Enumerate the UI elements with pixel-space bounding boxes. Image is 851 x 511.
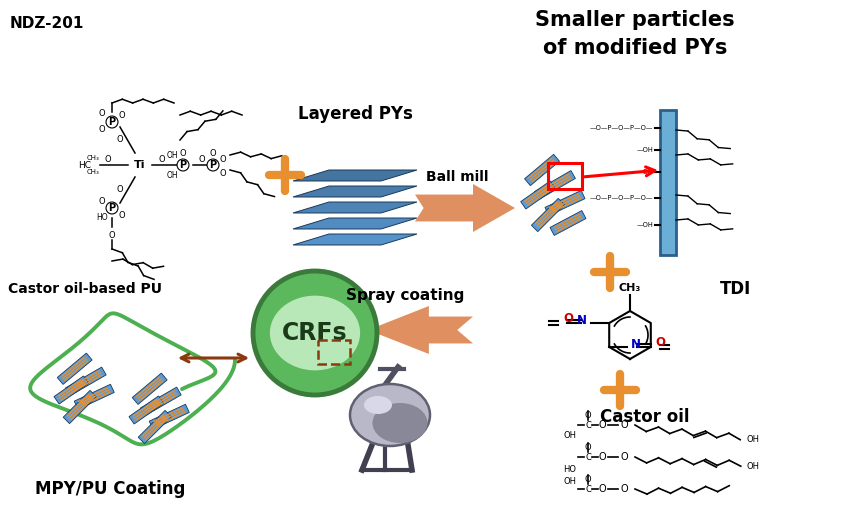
Text: OH: OH xyxy=(746,435,759,444)
Text: O: O xyxy=(117,135,123,145)
Text: Castor oil-based PU: Castor oil-based PU xyxy=(8,282,162,296)
Text: CH₃: CH₃ xyxy=(87,169,100,175)
Text: O: O xyxy=(118,110,125,120)
Text: C: C xyxy=(585,453,591,461)
Polygon shape xyxy=(132,373,167,404)
Polygon shape xyxy=(54,376,89,404)
Polygon shape xyxy=(550,211,586,236)
Polygon shape xyxy=(149,404,189,429)
Polygon shape xyxy=(524,154,559,185)
Polygon shape xyxy=(57,353,92,384)
Text: OH: OH xyxy=(166,171,178,179)
Text: N: N xyxy=(631,337,641,351)
Ellipse shape xyxy=(269,294,362,371)
Text: OH: OH xyxy=(166,151,178,159)
Text: C: C xyxy=(585,421,591,430)
Text: CRFs: CRFs xyxy=(283,321,348,345)
Text: O: O xyxy=(620,484,628,494)
Text: HO: HO xyxy=(563,464,576,474)
Polygon shape xyxy=(293,218,417,229)
Text: O: O xyxy=(198,155,205,165)
Polygon shape xyxy=(66,367,106,396)
Text: O: O xyxy=(585,444,591,453)
Bar xyxy=(660,110,676,255)
Polygon shape xyxy=(531,198,564,231)
Polygon shape xyxy=(293,186,417,197)
Polygon shape xyxy=(534,171,575,199)
Ellipse shape xyxy=(364,396,392,414)
Polygon shape xyxy=(521,181,556,209)
Text: —O—P—O—P—O—: —O—P—O—P—O— xyxy=(590,195,653,201)
Text: TDI: TDI xyxy=(720,280,751,298)
Text: NDZ-201: NDZ-201 xyxy=(10,16,84,31)
Text: Layered PYs: Layered PYs xyxy=(298,105,413,123)
Text: Spray coating: Spray coating xyxy=(346,288,464,303)
Text: of modified PYs: of modified PYs xyxy=(543,38,728,58)
Text: C: C xyxy=(585,484,591,494)
Text: O: O xyxy=(220,169,226,177)
Text: OH: OH xyxy=(563,476,576,485)
Polygon shape xyxy=(140,387,181,416)
Polygon shape xyxy=(293,170,417,181)
Polygon shape xyxy=(138,410,171,444)
Polygon shape xyxy=(74,384,114,409)
Text: P: P xyxy=(180,160,186,170)
Text: P: P xyxy=(108,203,116,213)
Text: O: O xyxy=(585,411,591,421)
Text: O: O xyxy=(655,336,665,349)
Polygon shape xyxy=(293,202,417,213)
Text: O: O xyxy=(118,211,125,220)
Text: O: O xyxy=(99,125,106,133)
Circle shape xyxy=(253,271,377,395)
Text: Castor oil: Castor oil xyxy=(600,408,690,426)
Text: HC: HC xyxy=(78,160,92,170)
Text: Ti: Ti xyxy=(134,160,146,170)
Text: O: O xyxy=(109,230,116,240)
Text: O: O xyxy=(563,312,574,324)
Text: CH₃: CH₃ xyxy=(619,283,641,293)
Text: —OH: —OH xyxy=(637,169,653,175)
Polygon shape xyxy=(415,184,515,232)
Bar xyxy=(548,163,582,189)
Text: O: O xyxy=(598,420,606,430)
Text: O: O xyxy=(620,420,628,430)
Text: O: O xyxy=(117,185,123,195)
Polygon shape xyxy=(63,390,96,424)
Text: O: O xyxy=(99,108,106,118)
Polygon shape xyxy=(129,396,163,424)
Polygon shape xyxy=(293,234,417,245)
Text: —OH: —OH xyxy=(637,222,653,228)
Text: P: P xyxy=(108,117,116,127)
Text: Smaller particles: Smaller particles xyxy=(535,10,734,30)
Text: O: O xyxy=(585,476,591,484)
Polygon shape xyxy=(545,191,585,216)
Text: O: O xyxy=(99,197,106,205)
Text: O: O xyxy=(180,149,186,157)
Text: O: O xyxy=(598,452,606,462)
Text: —OH: —OH xyxy=(637,147,653,153)
Text: Ball mill: Ball mill xyxy=(426,170,488,184)
Text: O: O xyxy=(598,484,606,494)
Text: N: N xyxy=(577,314,587,327)
Text: O: O xyxy=(220,154,226,164)
Text: MPY/PU Coating: MPY/PU Coating xyxy=(35,480,186,498)
Text: HO: HO xyxy=(96,213,108,221)
Ellipse shape xyxy=(350,384,430,446)
Text: O: O xyxy=(158,155,165,165)
Text: —O—P—O—P—O—: —O—P—O—P—O— xyxy=(590,125,653,131)
Polygon shape xyxy=(368,306,473,354)
Text: O: O xyxy=(105,155,111,165)
Text: P: P xyxy=(209,160,216,170)
Text: OH: OH xyxy=(563,430,576,439)
Text: OH: OH xyxy=(747,462,760,471)
Text: CH₃: CH₃ xyxy=(87,155,100,161)
Text: O: O xyxy=(620,452,628,462)
Ellipse shape xyxy=(373,403,427,443)
Text: O: O xyxy=(209,149,216,157)
